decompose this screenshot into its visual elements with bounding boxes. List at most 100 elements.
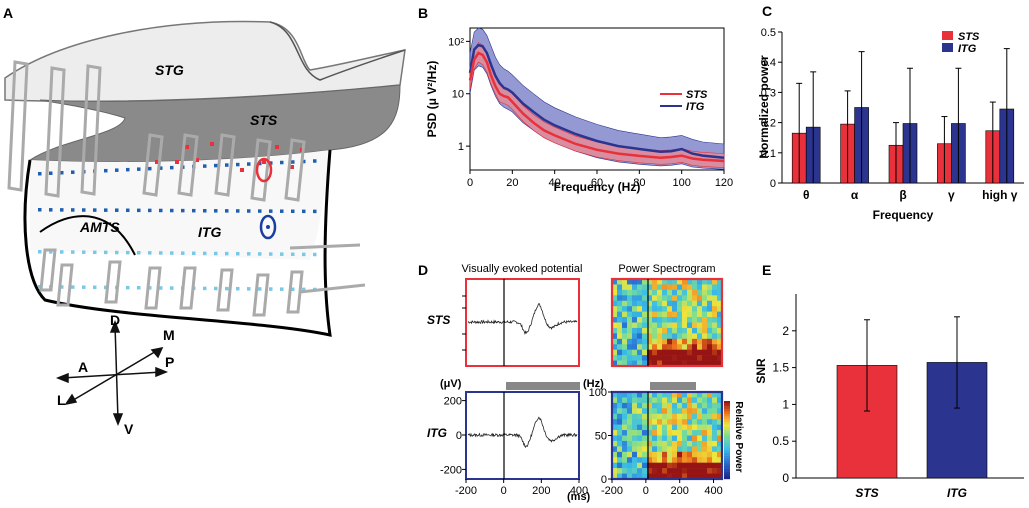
spec-cell (702, 338, 708, 345)
spec-cell (672, 295, 678, 302)
spec-cell (647, 338, 653, 345)
snr-y-tick-label: 2 (782, 324, 789, 338)
spec-cell (682, 289, 688, 296)
spec-cell (702, 322, 708, 329)
vep-y-tick-label: -200 (440, 464, 462, 476)
row-label-sts: STS (427, 313, 450, 327)
x-tick-label: 100 (672, 177, 690, 189)
spec-cell (632, 344, 638, 350)
e-bars (836, 316, 988, 479)
spec-cell (617, 430, 623, 436)
spec-cell (712, 306, 718, 312)
spec-cell (667, 284, 673, 291)
spec-cell (667, 306, 673, 312)
spec-cell (657, 435, 663, 442)
spec-cell (637, 419, 643, 425)
spec-cell (637, 295, 643, 302)
spec-cell (637, 402, 643, 409)
electrode-dot (225, 251, 229, 256)
spec-cell (707, 468, 713, 474)
spec-cell (627, 446, 633, 453)
spec-cell (647, 322, 653, 329)
spec-cell (657, 338, 663, 345)
spec-cell (617, 408, 623, 415)
spec-cell (657, 424, 663, 431)
spec-cell (672, 468, 678, 474)
spec-cell (667, 338, 673, 345)
ap-axis (61, 371, 163, 379)
spec-cell (697, 446, 703, 453)
spec-cell (677, 468, 683, 474)
colorbar-cell (724, 450, 730, 454)
spec-cell (692, 430, 698, 436)
spec-cell (707, 300, 713, 307)
spec-cell (647, 397, 653, 404)
dir-m: M (163, 327, 175, 343)
spec-cell (612, 446, 618, 453)
colorbar-cell (724, 455, 730, 459)
spec-cell (662, 468, 668, 474)
spec-cell (717, 284, 723, 291)
psd-y-ticks: 1 10 10² (448, 36, 470, 153)
spec-cell (637, 284, 643, 291)
spec-cell (652, 468, 658, 474)
vep-x-unit: (ms) (567, 491, 591, 503)
spec-cell (612, 327, 618, 334)
spec-cell (717, 295, 723, 302)
spec-cell (717, 392, 723, 398)
spec-cell (657, 327, 663, 334)
spec-cell (632, 300, 638, 307)
spec-cell (717, 344, 723, 350)
spec-cell (642, 349, 648, 356)
snr-y-tick-label: 1 (782, 397, 789, 411)
spec-cell (697, 462, 703, 469)
vep-itg-trace (467, 416, 578, 448)
electrode-dot-sts (240, 168, 244, 172)
m-arrowhead (150, 346, 164, 359)
spec-cell (617, 344, 623, 350)
colorbar-cell (724, 434, 730, 438)
spec-cell (692, 435, 698, 442)
electrode-dot (280, 252, 284, 256)
spec-cell (642, 392, 648, 398)
spec-cell (682, 402, 688, 409)
spec-cell (657, 440, 663, 447)
spec-cell (622, 451, 628, 458)
electrode-dot (291, 160, 295, 164)
spec-cell (637, 349, 643, 356)
electrode-dot (126, 285, 130, 290)
spec-cell (662, 289, 668, 296)
spec-cell (687, 279, 693, 285)
spec-cell (617, 311, 623, 318)
spec-cell (647, 317, 653, 323)
spec-cell (637, 468, 643, 474)
electrode-dot (71, 208, 75, 212)
amts-sulcus (39, 215, 136, 256)
spec-cell (662, 322, 668, 329)
spec-cell (677, 413, 683, 420)
spec-cell (717, 349, 723, 356)
spec-cell (667, 360, 673, 367)
spec-cell (697, 349, 703, 356)
spec-cell (692, 457, 698, 463)
electrode-dot (115, 250, 119, 255)
electrode-dot (137, 285, 141, 290)
spec-cell (612, 473, 618, 480)
colorbar-cell (724, 468, 730, 472)
line-itg (468, 43, 725, 159)
spec-cell (682, 413, 688, 420)
spec-cell (622, 408, 628, 415)
spec-cell (667, 446, 673, 453)
spec-cell (637, 473, 643, 480)
spec-cell (617, 355, 623, 361)
electrode-dot (247, 162, 251, 166)
spec-cell (632, 317, 638, 323)
spec-cell (647, 392, 653, 398)
spec-cell (642, 397, 648, 404)
electrode-dot (247, 209, 251, 213)
colorbar-cell (724, 411, 730, 415)
vep-sts-trace (467, 303, 578, 335)
vep-x-tick-label: -200 (455, 485, 477, 497)
c-x-tick-label: high γ (982, 188, 1018, 202)
panel-b-label: B (418, 5, 428, 21)
